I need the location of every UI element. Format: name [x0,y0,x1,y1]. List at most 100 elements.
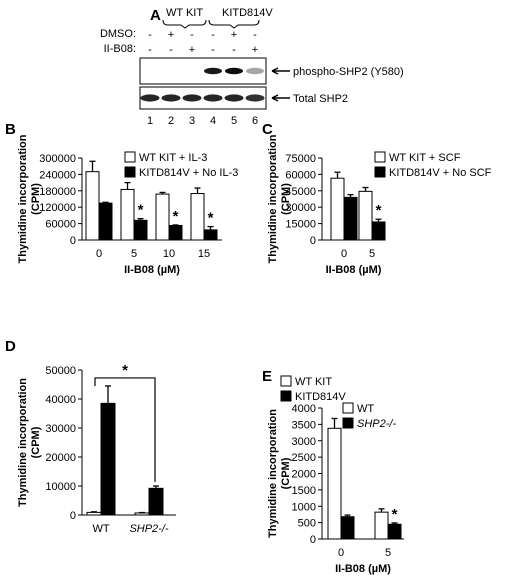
legend-swatch [124,151,136,163]
group-mut-brace [208,19,260,29]
x-tick-label: 10 [163,248,175,260]
blot-bands [140,67,265,102]
y-tick-label: 1500 [292,485,316,497]
y-axis-title: (CPM) [280,457,292,489]
x-axis-title: II-B08 (µM) [335,563,391,575]
significance-star: * [376,202,382,219]
y-tick-label: 50000 [45,365,76,377]
band-total [203,94,223,102]
bar [98,202,113,241]
chart-b: B 0 60000 120000 180000 240000 300000 Thymidine… [5,121,238,276]
y-tick-label: 0 [310,235,316,247]
x-tick-label: 15 [198,248,210,260]
band-total [224,94,244,102]
lane-number: 3 [189,115,195,127]
lane-number: 6 [252,115,258,127]
bar [203,229,218,241]
panel-d-letter: D [5,338,16,355]
dmso-mark: - [253,29,257,41]
significance-star: * [173,208,179,225]
y-tick-label: 3000 [292,436,316,448]
y-tick-label: 0 [70,235,76,247]
group-mut-label: KITD814V [222,7,273,19]
y-tick-label: 20000 [45,452,76,464]
bar [343,196,358,241]
legend-label: WT KIT + IL-3 [139,152,207,164]
y-tick-label: 2500 [292,452,316,464]
significance-star: * [138,202,144,219]
bar [330,177,345,241]
band-total [140,94,160,102]
y-tick-label: 0 [70,510,76,522]
bar [371,221,386,241]
iib08-mark: - [148,44,152,56]
band-total [182,94,202,102]
legend-swatch [374,166,386,178]
bar [85,171,100,241]
legend-swatch [124,166,136,178]
bar [155,193,170,241]
arrow-phospho-icon [271,67,290,75]
bar [86,511,102,516]
bar [327,427,342,540]
y-tick-label: 60000 [45,219,76,231]
significance-star: * [208,210,214,227]
group-wt-brace [162,19,207,29]
x-tick-label: WT [92,523,109,535]
y-tick-label: 120000 [39,202,76,214]
y-axis-title: Thymidine incorporation [17,134,29,263]
legend-swatch [280,375,292,387]
iib08-mark: - [232,44,236,56]
bar [148,487,164,516]
dmso-mark: - [211,29,215,41]
iib08-mark: - [211,44,215,56]
dmso-mark: + [168,29,174,41]
y-tick-label: 60000 [285,169,316,181]
x-tick-label: SHP2-/- [129,523,168,535]
y-axis-title: (CPM) [30,183,42,215]
bar [168,225,183,241]
bar [133,219,148,241]
y-tick-label: 4000 [292,403,316,415]
y-tick-label: 180000 [39,186,76,198]
legend-label: WT [357,403,374,415]
x-tick-label: 5 [131,248,137,260]
iib08-mark: - [169,44,173,56]
lane-numbers: 1 2 3 4 5 6 [147,115,258,127]
y-axis-title: (CPM) [30,426,42,458]
bar [134,512,150,516]
band-phospho [204,67,222,75]
y-tick-label: 3500 [292,419,316,431]
y-tick-label: 30000 [45,423,76,435]
y-tick-label: 500 [298,518,316,530]
x-tick-label: 5 [369,248,375,260]
legend-label: SHP2-/- [357,418,396,430]
y-axis-title: Thymidine incorporation [267,409,279,538]
legend-swatch [280,390,292,402]
panel-b-letter: B [5,121,16,138]
legend-label: KITD814V + No SCF [389,167,492,179]
y-tick-label: 15000 [285,219,316,231]
bar [358,190,373,241]
blot-total-strip [139,86,267,110]
band-phospho-label: phospho-SHP2 (Y580) [293,66,404,78]
y-tick-label: 2000 [292,469,316,481]
y-tick-label: 45000 [285,186,316,198]
significance-bracket [94,377,156,482]
bar [374,511,389,540]
panel-a-letter: A [150,7,161,24]
y-axis-title: Thymidine incorporation [17,378,29,507]
lane-number: 5 [231,115,237,127]
iib08-mark: + [252,44,258,56]
chart-d: D 0 10000 20000 30000 40000 50000 Thymidine inc… [5,338,346,535]
x-tick-label: 0 [341,248,347,260]
y-tick-label: 300000 [39,153,76,165]
x-axis-title: II-B08 (µM) [124,264,180,276]
y-tick-label: 40000 [45,394,76,406]
panel-a: A WT KIT KITD814V DMSO: II-B08: - + - - + -- -… [100,7,404,127]
y-tick-label: 1000 [292,501,316,513]
legend-swatch [342,402,354,414]
lane-number: 1 [147,115,153,127]
treatment-marks: - + - - + - - - + - - + [148,29,258,56]
panel-c-letter: C [262,121,273,138]
